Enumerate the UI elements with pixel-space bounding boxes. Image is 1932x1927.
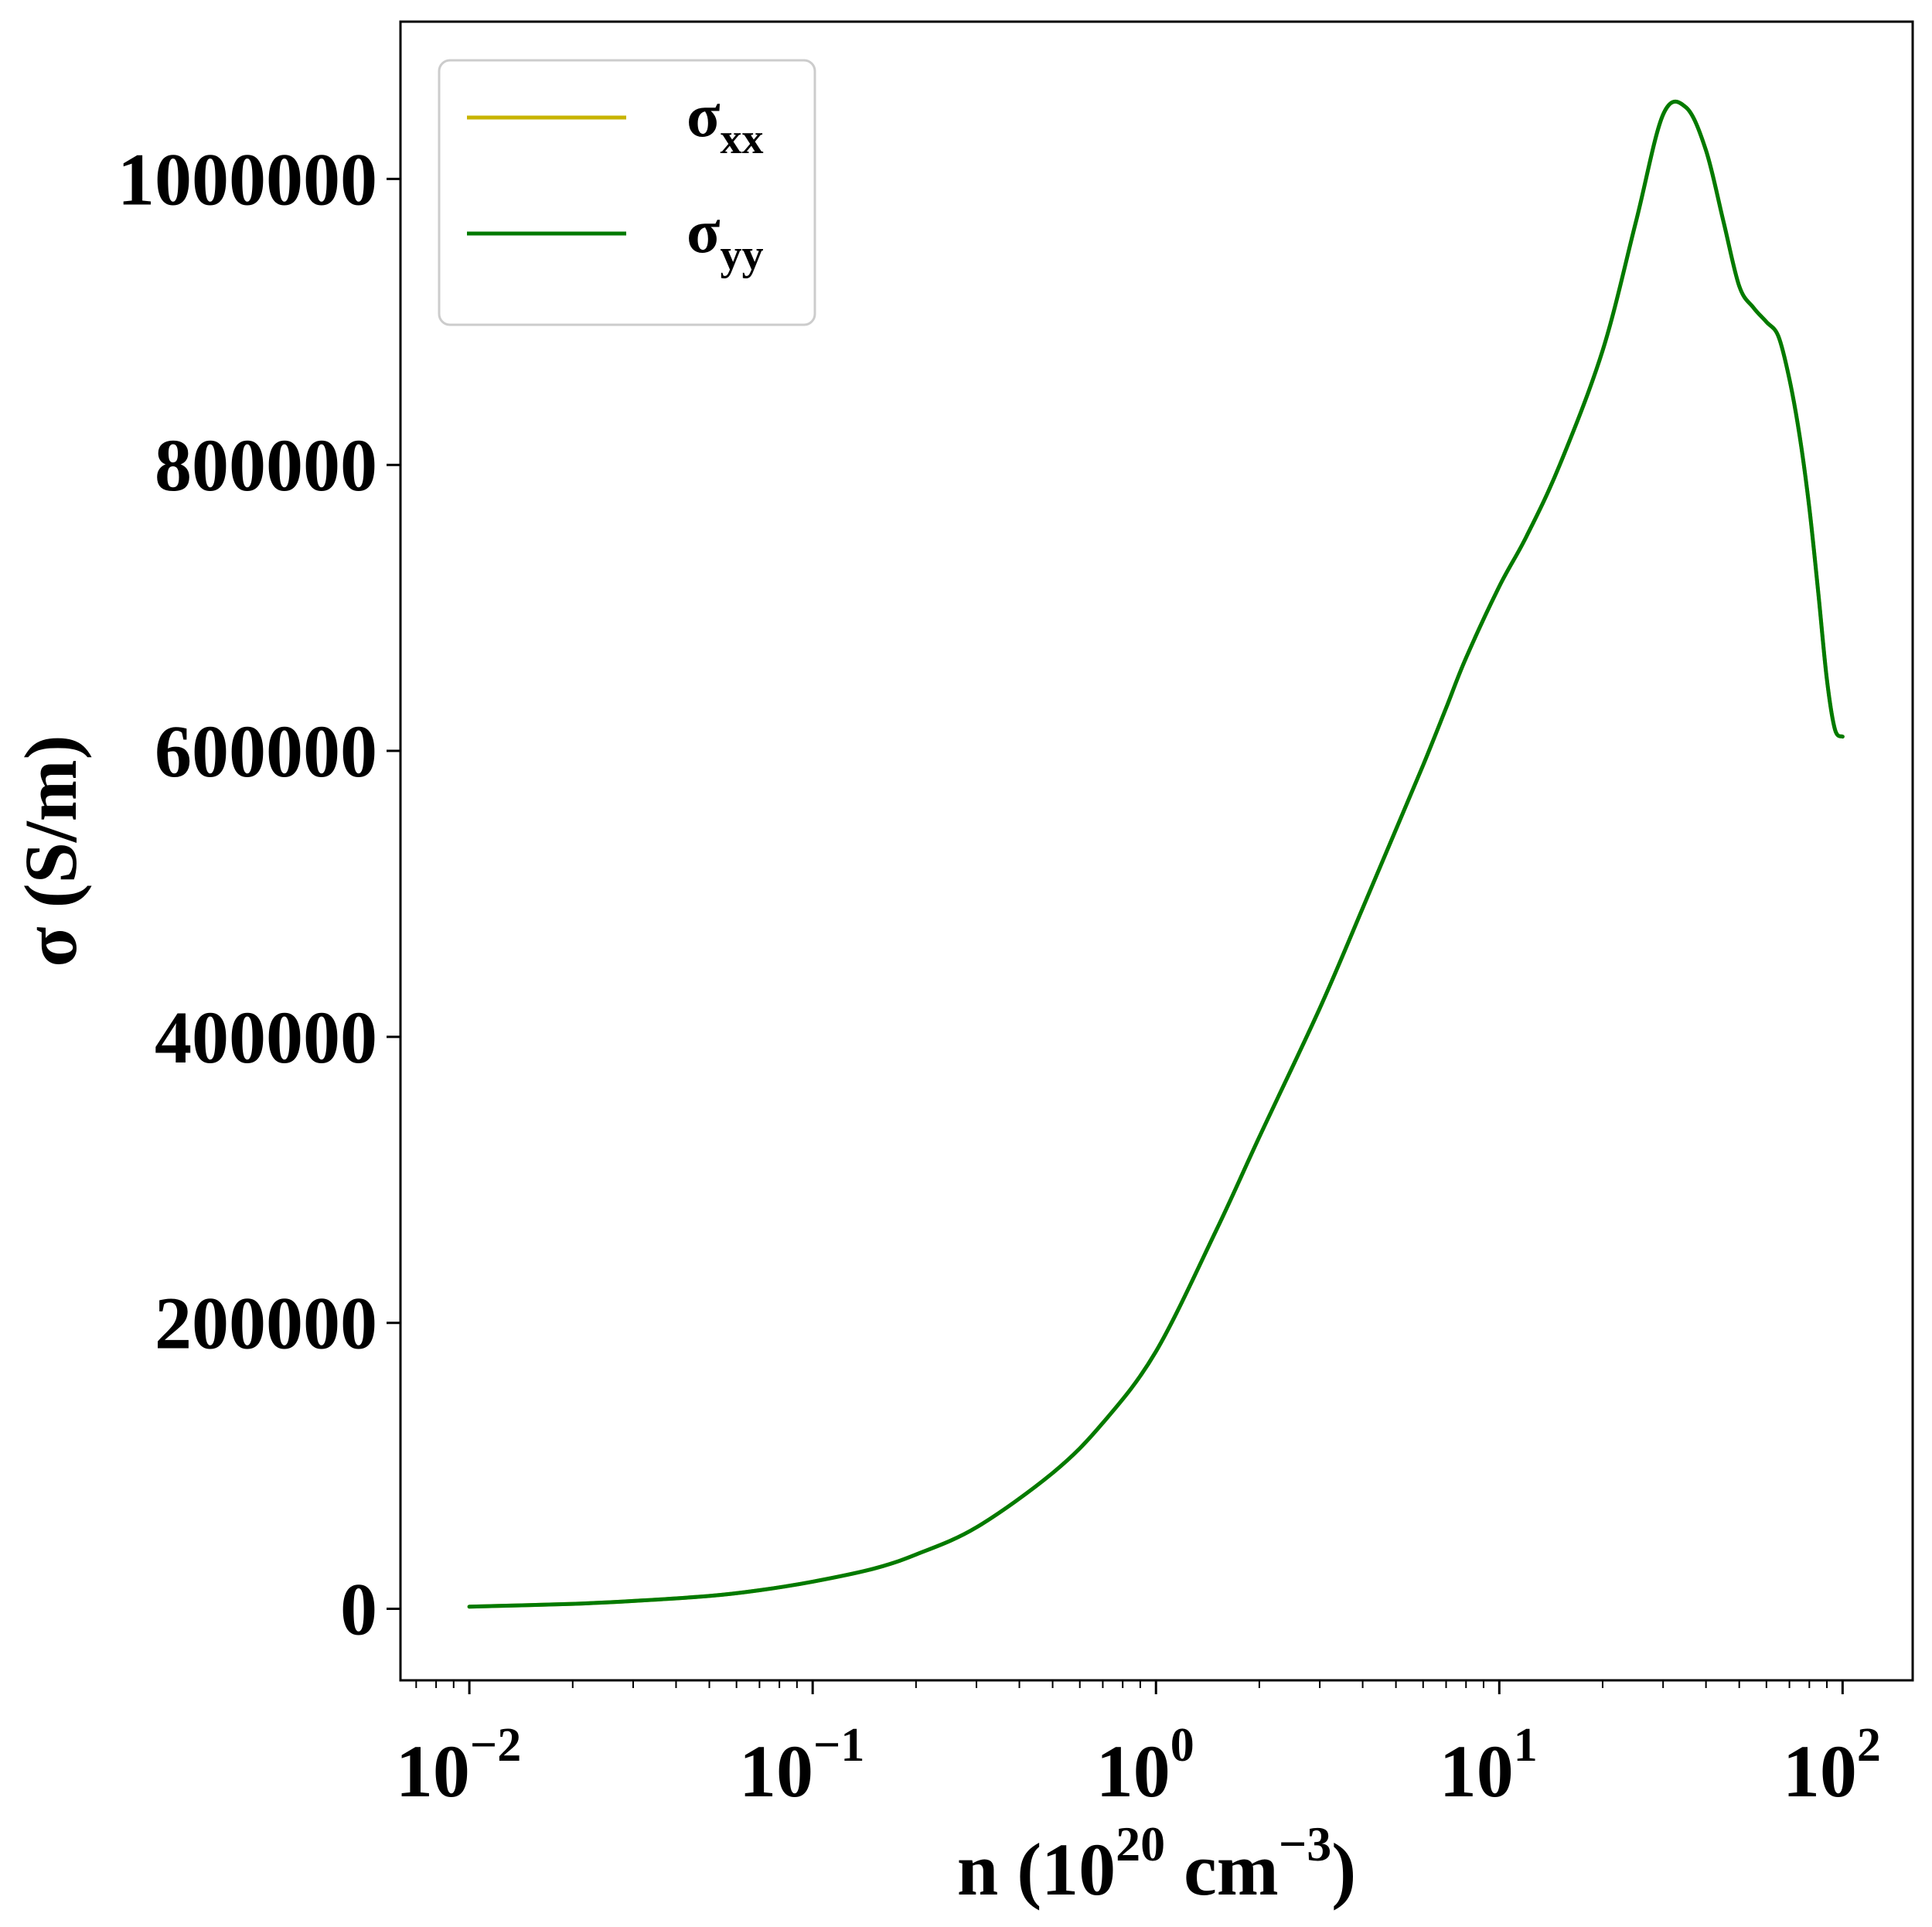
y-tick-label: 400000 xyxy=(155,996,377,1079)
legend: σxx σyy xyxy=(438,59,816,326)
y-tick-label: 600000 xyxy=(155,710,377,793)
x-tick-label: 10−2 xyxy=(396,1719,521,1813)
y-tick-label: 0 xyxy=(340,1568,377,1651)
y-axis-label: σ (S/m) xyxy=(9,735,92,967)
y-tick-label: 200000 xyxy=(155,1282,377,1365)
legend-label-sigma-xx: σxx xyxy=(687,82,764,163)
y-tick-label: 800000 xyxy=(155,424,377,506)
x-tick-label: 10−1 xyxy=(739,1719,864,1813)
x-tick-label: 102 xyxy=(1783,1719,1881,1813)
x-axis-label: n (1020 cm−3) xyxy=(957,1816,1356,1911)
legend-label-sigma-yy: σyy xyxy=(687,198,764,279)
x-axis-ticks: 10−2 10−1 100 101 102 xyxy=(396,1680,1881,1813)
x-tick-label: 100 xyxy=(1096,1719,1194,1813)
y-axis-ticks: 0 200000 400000 600000 800000 1000000 xyxy=(118,138,400,1651)
series-line-σyy xyxy=(467,99,1845,1609)
series-layer xyxy=(467,99,1845,1609)
legend-box xyxy=(438,59,816,326)
x-tick-label: 101 xyxy=(1440,1719,1538,1813)
y-tick-label: 1000000 xyxy=(118,138,377,220)
